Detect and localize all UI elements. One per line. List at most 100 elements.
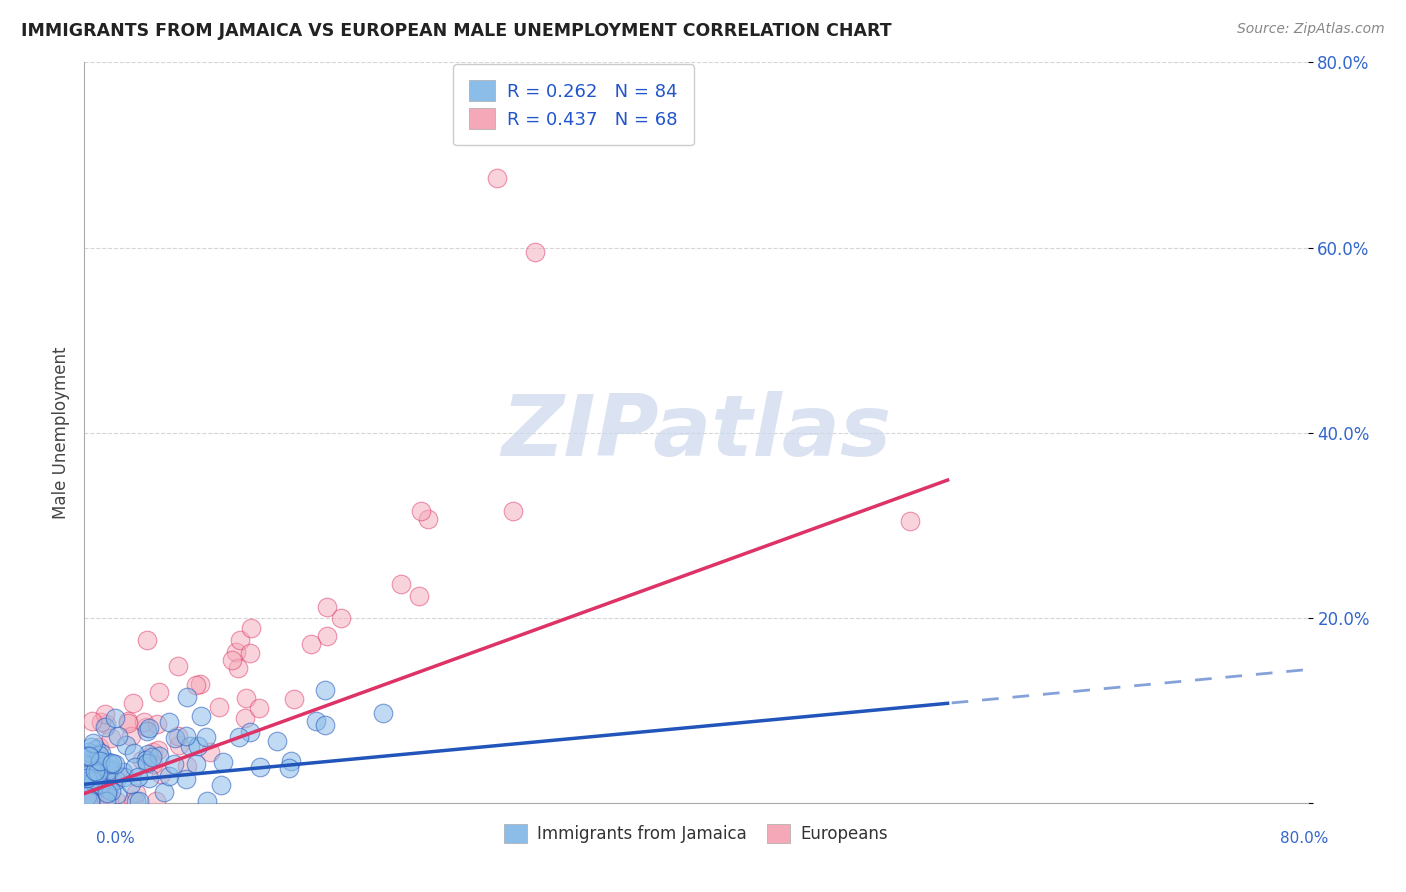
Text: 0.0%: 0.0% xyxy=(96,831,135,846)
Point xyxy=(77,794,100,808)
Point xyxy=(76,794,98,808)
Point xyxy=(98,763,121,777)
Point xyxy=(141,750,163,764)
Point xyxy=(174,772,197,786)
Point xyxy=(283,692,305,706)
Point xyxy=(240,621,263,635)
Point xyxy=(225,645,247,659)
Point xyxy=(135,632,157,647)
Text: 80.0%: 80.0% xyxy=(1281,831,1329,846)
Point xyxy=(124,794,146,808)
Point xyxy=(278,761,301,775)
Point xyxy=(76,748,98,763)
Point xyxy=(80,714,103,728)
Point xyxy=(87,772,110,786)
Point xyxy=(305,714,328,729)
Point xyxy=(127,770,149,784)
Point xyxy=(100,783,122,797)
Point xyxy=(299,637,322,651)
Point xyxy=(136,723,159,738)
Point xyxy=(249,760,271,774)
Point xyxy=(280,754,302,768)
Point xyxy=(76,771,98,785)
Point xyxy=(76,749,98,764)
Point xyxy=(98,761,121,775)
Point xyxy=(125,786,148,800)
Point xyxy=(89,754,111,768)
Point xyxy=(83,747,105,762)
Point xyxy=(389,577,412,591)
Point xyxy=(97,794,120,808)
Point xyxy=(316,600,339,615)
Point xyxy=(209,778,232,792)
Point xyxy=(96,716,118,731)
Point xyxy=(167,729,190,743)
Point xyxy=(146,717,169,731)
Point xyxy=(117,714,139,728)
Point xyxy=(138,772,160,786)
Point xyxy=(115,739,138,753)
Point xyxy=(235,691,257,706)
Point xyxy=(247,700,270,714)
Point xyxy=(145,794,167,808)
Point xyxy=(104,756,127,771)
Point xyxy=(104,773,127,788)
Point xyxy=(122,746,145,760)
Point xyxy=(76,768,98,782)
Point xyxy=(105,768,128,782)
Text: Source: ZipAtlas.com: Source: ZipAtlas.com xyxy=(1237,22,1385,37)
Point xyxy=(76,769,98,783)
Point xyxy=(195,794,218,808)
Point xyxy=(176,690,198,705)
Point xyxy=(141,745,163,759)
Point xyxy=(83,764,105,778)
Point xyxy=(83,794,105,808)
Point xyxy=(229,632,252,647)
Point xyxy=(148,684,170,698)
Point xyxy=(169,738,191,752)
Point xyxy=(314,718,336,732)
Point xyxy=(94,707,117,722)
Point xyxy=(96,769,118,783)
Point xyxy=(82,774,104,789)
Point xyxy=(179,739,201,753)
Point xyxy=(524,245,547,260)
Point xyxy=(112,765,135,780)
Point xyxy=(898,514,921,528)
Point xyxy=(90,746,112,760)
Point xyxy=(122,794,145,808)
Y-axis label: Male Unemployment: Male Unemployment xyxy=(52,346,70,519)
Point xyxy=(90,715,112,730)
Point xyxy=(163,731,186,745)
Point xyxy=(80,772,103,786)
Point xyxy=(100,731,122,745)
Point xyxy=(86,772,108,787)
Point xyxy=(87,765,110,780)
Point xyxy=(208,699,231,714)
Point xyxy=(239,646,262,660)
Point xyxy=(146,743,169,757)
Point xyxy=(176,759,198,773)
Text: ZIPatlas: ZIPatlas xyxy=(501,391,891,475)
Point xyxy=(135,753,157,767)
Point xyxy=(101,773,124,788)
Point xyxy=(98,756,121,771)
Point xyxy=(148,748,170,763)
Point xyxy=(200,745,222,759)
Point xyxy=(228,730,250,744)
Point xyxy=(124,759,146,773)
Point xyxy=(132,715,155,730)
Point xyxy=(194,730,217,744)
Point xyxy=(104,711,127,725)
Point xyxy=(77,779,100,793)
Point xyxy=(82,736,104,750)
Point xyxy=(128,794,150,808)
Point xyxy=(89,747,111,762)
Point xyxy=(96,786,118,800)
Text: IMMIGRANTS FROM JAMAICA VS EUROPEAN MALE UNEMPLOYMENT CORRELATION CHART: IMMIGRANTS FROM JAMAICA VS EUROPEAN MALE… xyxy=(21,22,891,40)
Point xyxy=(163,757,186,772)
Point xyxy=(233,710,256,724)
Point xyxy=(149,767,172,781)
Point xyxy=(120,729,142,743)
Point xyxy=(152,785,174,799)
